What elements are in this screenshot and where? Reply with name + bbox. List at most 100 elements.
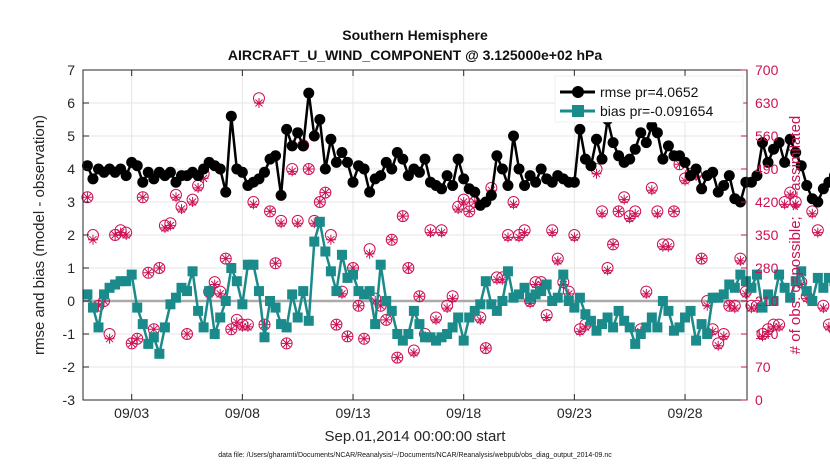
- rmse-point: [469, 186, 481, 198]
- rmse-point: [286, 140, 298, 152]
- obs-assimilated-point: [763, 326, 773, 337]
- obs-assimilated-point: [270, 258, 281, 269]
- obs-assimilated-point: [176, 204, 187, 215]
- y-tick-label-3: 0: [67, 293, 75, 309]
- bias-point: [397, 335, 408, 346]
- bias-point: [403, 329, 414, 339]
- bias-point: [115, 276, 126, 287]
- obs-assimilated-point: [702, 300, 713, 311]
- obs-assimilated-point: [220, 253, 231, 264]
- bias-point: [818, 282, 829, 293]
- rmse-point: [214, 163, 226, 175]
- obs-assimilated-point: [464, 206, 475, 217]
- rmse-point: [734, 196, 746, 208]
- obs-possible-point: [81, 191, 94, 204]
- obs-assimilated-point: [276, 218, 287, 229]
- y-tick-label-4: 1: [67, 260, 75, 276]
- bias-point: [674, 322, 685, 333]
- rmse-point: [795, 160, 807, 172]
- obs-possible-point: [219, 252, 232, 265]
- bias-point: [453, 312, 464, 323]
- bias-point: [204, 286, 215, 297]
- bias-point: [763, 289, 774, 300]
- bias-point: [823, 272, 830, 283]
- obs-assimilated-point: [248, 199, 259, 210]
- bias-point: [287, 289, 298, 300]
- obs-possible-point: [269, 257, 282, 270]
- obs-assimilated-point: [392, 352, 403, 363]
- obs-assimilated-point: [148, 324, 159, 335]
- y-tick-label-6: 3: [67, 194, 75, 210]
- rmse-point: [397, 153, 409, 165]
- rmse-point: [690, 163, 702, 175]
- rmse-point: [513, 163, 525, 175]
- obs-assimilated-point: [325, 234, 336, 245]
- bias-point: [253, 286, 264, 297]
- rmse-point: [441, 170, 453, 182]
- bias-point: [807, 296, 818, 306]
- bias-point: [480, 276, 491, 287]
- bias-point: [276, 319, 287, 330]
- rmse-point: [386, 163, 398, 175]
- bias-point: [259, 332, 270, 343]
- obs-assimilated-point: [657, 241, 668, 252]
- y-right-tick-label-5: 350: [755, 227, 779, 243]
- bias-point: [336, 249, 347, 260]
- bias-point: [547, 296, 558, 306]
- y-right-tick-label-3: 210: [755, 293, 779, 309]
- bias-point: [132, 302, 143, 313]
- bias-point: [231, 276, 242, 287]
- y-right-tick-label-6: 420: [755, 194, 779, 210]
- y-right-tick-label-0: 0: [755, 392, 763, 408]
- rmse-point: [358, 163, 370, 175]
- obs-possible-point: [280, 337, 293, 350]
- bias-point: [220, 296, 231, 306]
- rmse-point: [419, 153, 431, 165]
- bias-point: [370, 319, 381, 330]
- data-layer: [81, 87, 830, 364]
- bias-point: [591, 325, 602, 336]
- obs-assimilated-point: [729, 303, 740, 314]
- obs-assimilated-point: [536, 279, 547, 290]
- bias-point: [386, 305, 397, 316]
- obs-assimilated-point: [525, 298, 536, 309]
- bias-point: [242, 259, 253, 270]
- rmse-point: [801, 180, 813, 191]
- bias-point: [525, 292, 536, 303]
- rmse-point: [823, 176, 830, 188]
- bias-point: [608, 322, 619, 333]
- rmse-point: [679, 156, 691, 168]
- obs-possible-point: [264, 205, 277, 218]
- bias-point: [685, 305, 696, 316]
- y-tick-label-7: 4: [67, 161, 75, 177]
- rmse-point: [120, 170, 132, 182]
- obs-assimilated-point: [337, 288, 347, 299]
- bias-point: [419, 332, 430, 343]
- obs-assimilated-point: [503, 232, 513, 243]
- obs-assimilated-point: [281, 338, 292, 349]
- obs-possible-point: [396, 210, 409, 223]
- bias-point: [785, 292, 796, 303]
- obs-assimilated-point: [458, 197, 469, 207]
- obs-assimilated-point: [663, 241, 674, 252]
- obs-assimilated-point: [287, 166, 298, 177]
- obs-possible-point: [607, 238, 620, 251]
- rmse-point: [756, 137, 768, 149]
- rmse-point: [657, 153, 669, 165]
- obs-possible-point: [667, 205, 680, 218]
- obs-assimilated-point: [790, 199, 801, 210]
- bias-point: [563, 296, 574, 306]
- rmse-point: [779, 156, 791, 168]
- rmse-point: [607, 137, 619, 149]
- bias-point: [215, 312, 226, 323]
- legend-rmse-marker: [572, 86, 584, 98]
- obs-assimilated-point: [82, 192, 93, 203]
- rmse-point: [347, 176, 359, 188]
- rmse-point: [507, 130, 519, 142]
- rmse-point: [87, 173, 99, 185]
- bias-point: [265, 296, 276, 306]
- rmse-point: [519, 180, 531, 191]
- rmse-point: [751, 170, 763, 182]
- bias-point: [320, 246, 331, 257]
- bias-point: [779, 282, 790, 293]
